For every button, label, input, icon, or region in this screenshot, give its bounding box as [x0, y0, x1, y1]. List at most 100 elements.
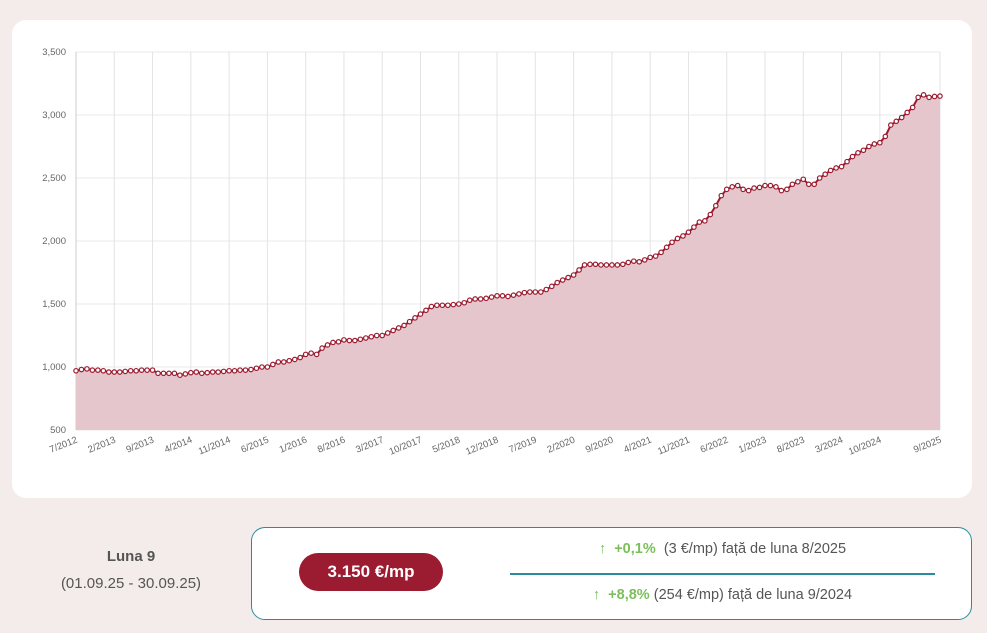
data-point [521, 289, 528, 296]
x-tick-label: 3/2024 [814, 435, 845, 456]
data-point [811, 181, 818, 188]
data-point [773, 184, 779, 190]
data-point [346, 337, 353, 344]
data-point [73, 367, 79, 374]
price-chart: 500 1,000 1,500 2,000 2,500 3,000 3,500 7/2012 2… [42, 47, 943, 458]
data-point [756, 184, 763, 191]
data-point [335, 338, 342, 345]
data-point [559, 277, 566, 283]
data-point [866, 143, 872, 150]
data-point [368, 333, 375, 340]
data-point [357, 336, 364, 343]
x-tick-label: 3/2017 [354, 435, 385, 456]
arrow-up-icon: ↑ [592, 587, 601, 603]
data-point [931, 93, 938, 100]
data-point [505, 293, 511, 300]
data-point [406, 318, 413, 325]
data-point [127, 367, 134, 374]
y-tick-label: 3,500 [42, 47, 66, 58]
data-point [133, 367, 139, 374]
x-tick-label: 4/2021 [622, 435, 653, 456]
x-tick-label: 8/2016 [316, 435, 347, 456]
x-tick-label: 10/2017 [388, 435, 424, 458]
data-point [253, 365, 260, 372]
data-point [767, 182, 774, 189]
data-point [466, 297, 473, 304]
data-point [259, 364, 265, 370]
data-point [909, 104, 916, 111]
data-point [745, 187, 752, 194]
data-point [680, 233, 686, 239]
data-point [379, 332, 386, 339]
x-tick-label: 8/2023 [775, 435, 806, 456]
data-point [286, 357, 293, 364]
data-point [291, 356, 298, 363]
data-point [691, 224, 697, 230]
data-point [685, 229, 692, 235]
arrow-up-icon: ↑ [598, 541, 607, 557]
data-point [630, 258, 637, 264]
data-point [363, 335, 369, 341]
data-point [581, 262, 588, 268]
change-absolute: (3 €/mp) [663, 541, 718, 557]
data-point [603, 262, 610, 268]
data-point [532, 289, 539, 295]
data-point [696, 219, 703, 225]
data-point [527, 289, 533, 295]
data-point [155, 370, 161, 377]
data-point [614, 262, 621, 268]
change-percent: +8,8% [608, 587, 650, 603]
data-point [455, 301, 462, 307]
data-point [822, 171, 828, 178]
data-point [428, 303, 435, 310]
data-point [220, 368, 227, 375]
data-point [204, 369, 211, 376]
data-point [270, 361, 276, 368]
data-point [609, 262, 615, 268]
data-point [620, 261, 626, 268]
data-point [805, 181, 812, 188]
data-point [641, 257, 648, 263]
summary-box: 3.150 €/mp ↑ +0,1% (3 €/mp) față de luna … [251, 527, 972, 620]
data-point [450, 301, 457, 308]
data-point [729, 184, 736, 190]
x-tick-label: 6/2022 [699, 435, 730, 456]
data-point [384, 330, 391, 336]
data-point [160, 370, 167, 377]
data-point [838, 163, 845, 170]
comparison-monthly: ↑ +0,1% (3 €/mp) față de luna 8/2025 [510, 541, 935, 557]
data-point [423, 307, 429, 314]
x-tick-label: 11/2021 [656, 435, 691, 458]
data-point [78, 366, 85, 373]
data-point [707, 211, 714, 218]
y-tick-label: 2,000 [42, 236, 66, 247]
data-point [795, 178, 801, 185]
data-point [209, 369, 216, 375]
comparison-yearly: ↑ +8,8% (254 €/mp) față de luna 9/2024 [510, 587, 935, 603]
data-point [833, 165, 839, 171]
data-point [543, 286, 550, 293]
data-point [499, 293, 506, 299]
y-tick-label: 1,000 [42, 362, 66, 373]
data-point [598, 262, 604, 268]
data-point [313, 351, 320, 358]
data-point [177, 372, 183, 378]
x-tick-label: 9/2025 [912, 435, 943, 456]
data-point [800, 176, 807, 183]
data-point [401, 322, 407, 329]
change-reference: față de luna 8/2025 [721, 541, 847, 557]
data-point [548, 283, 555, 290]
data-point [439, 302, 446, 309]
change-absolute: (254 €/mp) [653, 587, 724, 603]
x-tick-label: 7/2019 [507, 435, 538, 456]
data-point [625, 259, 632, 266]
y-tick-label: 2,500 [42, 173, 66, 184]
data-point [412, 315, 418, 321]
current-price-badge: 3.150 €/mp [299, 553, 443, 591]
data-point [647, 254, 653, 261]
data-point [789, 181, 796, 188]
x-tick-label: 2/2020 [546, 435, 577, 456]
data-point [193, 369, 200, 375]
data-point [898, 114, 905, 121]
y-tick-label: 500 [50, 425, 66, 436]
